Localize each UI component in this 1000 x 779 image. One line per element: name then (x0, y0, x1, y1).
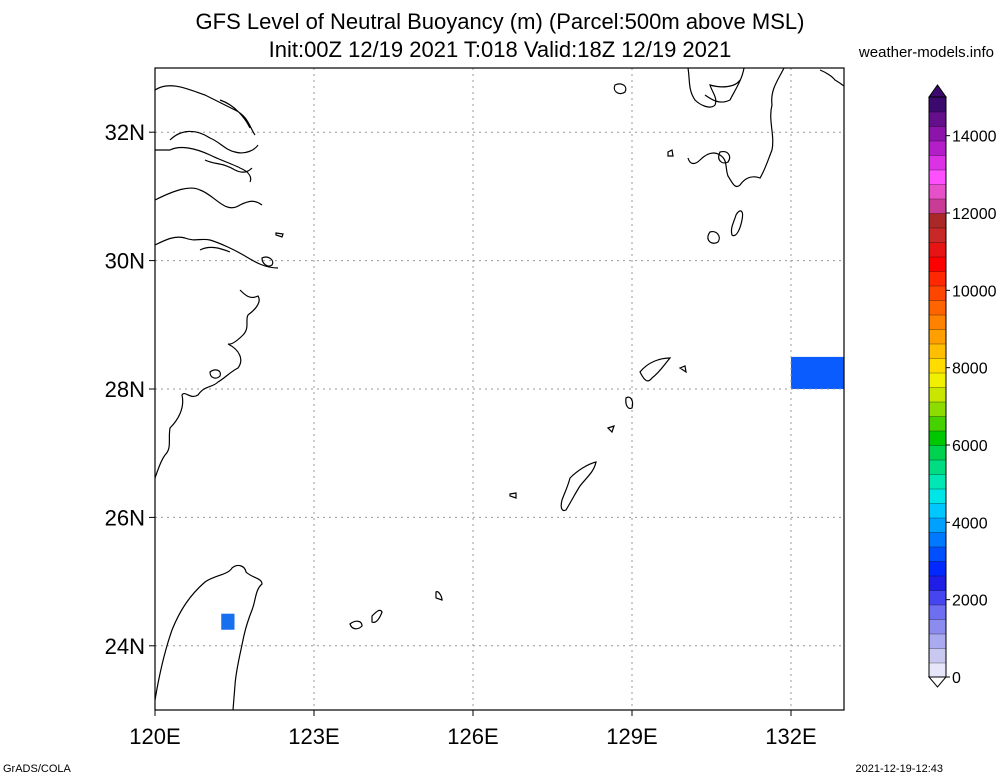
colorbar-swatch (928, 604, 947, 620)
tick-label-lat: 30N (105, 249, 145, 274)
colorbar-top-arrow (928, 84, 947, 98)
colorbar-swatch (928, 444, 947, 461)
colorbar-frame (928, 96, 947, 678)
colorbar-swatch (928, 618, 947, 635)
colorbar-swatch (928, 212, 947, 229)
colorbar-label: 8000 (952, 361, 988, 378)
colorbar-swatch (928, 575, 947, 591)
colorbar-label: 10000 (952, 283, 997, 300)
colorbar-swatch (928, 198, 947, 214)
colorbar-swatch (928, 328, 947, 345)
colorbar-swatch (928, 372, 947, 388)
colorbar-swatch (928, 488, 947, 504)
colorbar-swatch (928, 125, 947, 142)
colorbar-swatch (928, 459, 947, 475)
tick-label-lat: 26N (105, 505, 145, 530)
colorbar-swatch (928, 256, 947, 272)
colorbar-swatch (928, 270, 947, 287)
colorbar-swatch (928, 386, 947, 403)
tick-label-lat: 28N (105, 377, 145, 402)
colorbar-swatch (928, 415, 947, 432)
colorbar-swatch (928, 662, 947, 678)
colorbar-label: 2000 (952, 593, 988, 610)
colorbar-swatch (928, 560, 947, 577)
colorbar-swatch (928, 227, 947, 243)
colorbar-swatch (928, 183, 947, 200)
tick-label-lon: 132E (765, 724, 816, 749)
shaded-cell (221, 613, 235, 630)
colorbar-swatch (928, 96, 947, 113)
tick-label-lon: 126E (447, 724, 498, 749)
colorbar-swatch (928, 357, 947, 374)
tick-label-lon: 129E (606, 724, 657, 749)
colorbar-swatch (928, 343, 947, 359)
colorbar-swatch (928, 111, 947, 127)
grid-lines (155, 68, 844, 710)
colorbar-swatch (928, 647, 947, 664)
tick-label-lon: 120E (129, 724, 180, 749)
colorbar-swatch (928, 401, 947, 417)
colorbar-swatch (928, 531, 947, 548)
colorbar-label: 12000 (952, 206, 997, 223)
shaded-cell (791, 356, 844, 389)
colorbar-bottom-arrow (927, 676, 948, 688)
colorbar-swatch (928, 430, 947, 446)
axes: 120E 123E 126E 129E 132E 24N 26N 28N 30N 32N (105, 120, 817, 749)
footer-left: GrADS/COLA (3, 763, 71, 775)
chart-subtitle: Init:00Z 12/19 2021 T:018 Valid:18Z 12/1… (268, 37, 732, 62)
coastlines (155, 68, 844, 710)
colorbar-swatch (928, 517, 947, 533)
colorbar-swatch (928, 314, 947, 330)
colorbar-swatch (928, 633, 947, 649)
colorbar-swatch (928, 473, 947, 490)
footer-timestamp: 2021-12-19-12:43 (855, 763, 943, 775)
chart-title: GFS Level of Neutral Buoyancy (m) (Parce… (195, 9, 805, 34)
colorbar-label: 14000 (952, 129, 997, 146)
colorbar-swatch (928, 502, 947, 519)
colorbar-swatch (928, 299, 947, 316)
tick-label-lat: 32N (105, 120, 145, 145)
colorbar-label: 0 (952, 670, 961, 687)
colorbar-swatch (928, 140, 947, 156)
shaded-cells (221, 356, 844, 630)
colorbar-swatch (928, 546, 947, 562)
site-label: weather-models.info (858, 44, 994, 61)
colorbar-swatch (928, 241, 947, 258)
tick-label-lon: 123E (288, 724, 339, 749)
colorbar-swatch (928, 285, 947, 301)
colorbar-swatch (928, 589, 947, 606)
colorbar-swatch (928, 169, 947, 185)
colorbar-swatch (928, 154, 947, 171)
colorbar-label: 6000 (952, 438, 988, 455)
colorbar: 0 2000 4000 6000 8000 10000 12000 14000 (927, 84, 997, 688)
tick-label-lat: 24N (105, 634, 145, 659)
colorbar-label: 4000 (952, 515, 988, 532)
